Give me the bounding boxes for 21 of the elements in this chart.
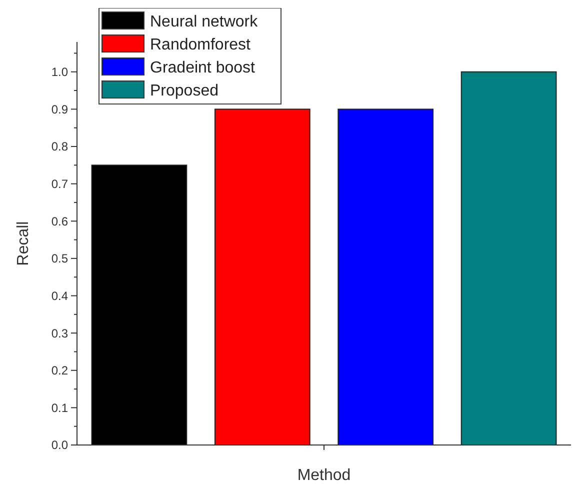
bar (460, 71, 557, 446)
y-tick-label: 0.4 (51, 288, 68, 303)
bar (214, 108, 310, 446)
legend-label: Gradeint boost (150, 60, 256, 77)
bar (91, 164, 188, 446)
y-tick-label: 0.0 (51, 438, 68, 452)
y-tick-label: 0.1 (51, 400, 68, 415)
legend-label: Randomforest (150, 36, 252, 54)
y-tick-label: 0.5 (51, 252, 68, 266)
y-tick-label: 0.7 (51, 176, 68, 191)
y-tick-label: 0.8 (51, 140, 68, 154)
y-tick-label: 0.2 (51, 364, 68, 378)
y-tick-label: 1.0 (51, 65, 68, 80)
x-axis-title: Method (297, 467, 351, 484)
legend-label: Proposed (150, 82, 218, 100)
y-tick-label: 0.9 (51, 102, 68, 116)
y-axis-title: Recall (15, 221, 32, 266)
bar (338, 108, 434, 446)
y-tick-label: 0.3 (51, 326, 68, 340)
y-tick-label: 0.6 (51, 214, 68, 228)
legend-label: Neural network (150, 14, 259, 31)
